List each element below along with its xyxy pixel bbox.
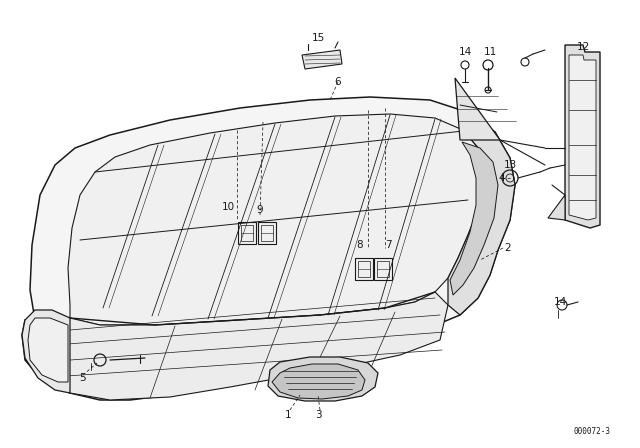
Polygon shape [302, 50, 342, 69]
Text: 13: 13 [504, 160, 516, 170]
Text: 2: 2 [505, 243, 511, 253]
Text: 14: 14 [554, 297, 566, 307]
Polygon shape [548, 195, 565, 220]
Text: 12: 12 [577, 42, 589, 52]
Polygon shape [448, 130, 515, 315]
Polygon shape [455, 78, 500, 140]
Text: 4: 4 [499, 173, 506, 183]
Polygon shape [272, 364, 365, 399]
Polygon shape [450, 142, 498, 295]
Polygon shape [30, 292, 448, 400]
Text: 15: 15 [312, 33, 324, 43]
Text: 000072-3: 000072-3 [573, 427, 611, 436]
Polygon shape [22, 310, 70, 393]
Polygon shape [569, 55, 596, 220]
Polygon shape [28, 318, 68, 382]
Polygon shape [68, 114, 485, 325]
Polygon shape [268, 357, 378, 401]
Text: 6: 6 [335, 77, 341, 87]
Text: 3: 3 [315, 410, 321, 420]
Polygon shape [22, 97, 515, 400]
Text: 5: 5 [80, 373, 86, 383]
Text: 9: 9 [257, 205, 263, 215]
Polygon shape [565, 45, 600, 228]
Text: 1: 1 [285, 410, 291, 420]
Text: 8: 8 [356, 240, 364, 250]
Text: 7: 7 [385, 240, 391, 250]
Text: 10: 10 [221, 202, 235, 212]
Text: 11: 11 [483, 47, 497, 57]
Text: 14: 14 [458, 47, 472, 57]
